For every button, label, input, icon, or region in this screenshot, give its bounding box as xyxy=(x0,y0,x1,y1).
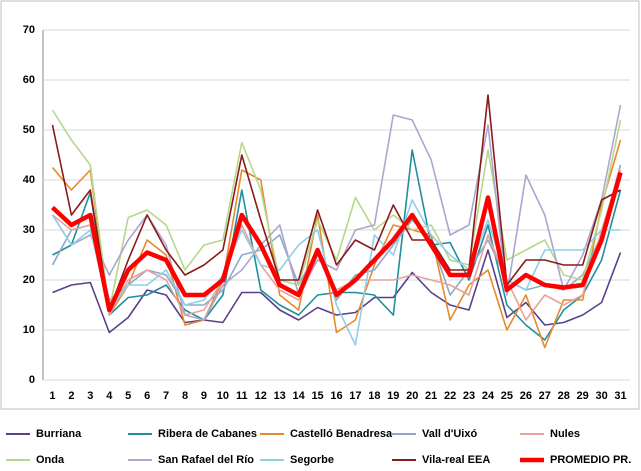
x-tick-label: 6 xyxy=(144,390,150,402)
x-tick-label: 20 xyxy=(406,390,418,402)
x-tick-label: 29 xyxy=(577,390,589,402)
y-tick-label: 10 xyxy=(23,324,35,336)
x-tick-label: 16 xyxy=(330,390,342,402)
y-tick-label: 20 xyxy=(23,274,35,286)
series-line xyxy=(51,164,622,306)
x-tick-label: 19 xyxy=(387,390,399,402)
y-tick-label: 0 xyxy=(29,374,35,386)
legend-label: Vall d'Uixó xyxy=(422,428,477,440)
series-line xyxy=(51,199,621,346)
chart-frame xyxy=(0,0,640,410)
legend-label: PROMEDIO PR. xyxy=(550,454,631,466)
x-tick-label: 24 xyxy=(482,390,495,402)
y-tick-label: 50 xyxy=(23,124,35,136)
legend-label: Segorbe xyxy=(290,454,334,466)
x-tick-label: 27 xyxy=(539,390,551,402)
legend-label: Castelló Benadresa xyxy=(290,428,393,440)
legend-label: Vila-real EEA xyxy=(422,454,490,466)
x-tick-label: 15 xyxy=(311,390,323,402)
x-tick-label: 23 xyxy=(463,390,475,402)
x-tick-label: 28 xyxy=(558,390,570,402)
series-line xyxy=(52,249,622,334)
x-tick-label: 5 xyxy=(125,390,131,402)
legend-label: Ribera de Cabanes xyxy=(158,428,257,440)
x-tick-label: 30 xyxy=(595,390,607,402)
series-line xyxy=(50,171,623,313)
x-tick-label: 8 xyxy=(182,390,188,402)
legend-label: Onda xyxy=(36,454,65,466)
x-tick-label: 10 xyxy=(217,390,229,402)
x-tick-label: 2 xyxy=(68,390,74,402)
x-tick-label: 1 xyxy=(49,390,55,402)
x-tick-label: 14 xyxy=(293,390,306,402)
legend-label: Burriana xyxy=(36,428,82,440)
y-tick-label: 40 xyxy=(23,174,35,186)
x-tick-label: 12 xyxy=(255,390,267,402)
x-tick-label: 21 xyxy=(425,390,437,402)
x-tick-label: 3 xyxy=(87,390,93,402)
x-tick-label: 4 xyxy=(106,390,113,402)
x-tick-label: 31 xyxy=(614,390,626,402)
y-tick-label: 70 xyxy=(23,24,35,36)
x-tick-label: 26 xyxy=(520,390,532,402)
y-tick-label: 30 xyxy=(23,224,35,236)
series-line xyxy=(51,109,622,311)
legend-label: Nules xyxy=(550,428,580,440)
y-tick-label: 60 xyxy=(23,74,35,86)
series-line xyxy=(51,139,622,349)
x-tick-label: 7 xyxy=(163,390,169,402)
x-tick-label: 11 xyxy=(236,390,248,402)
x-tick-label: 9 xyxy=(201,390,207,402)
x-tick-label: 25 xyxy=(501,390,513,402)
legend-label: San Rafael del Río xyxy=(158,454,254,466)
x-tick-label: 18 xyxy=(368,390,380,402)
series-line xyxy=(51,94,621,311)
x-tick-label: 22 xyxy=(444,390,456,402)
x-tick-label: 17 xyxy=(349,390,361,402)
x-tick-label: 13 xyxy=(274,390,286,402)
